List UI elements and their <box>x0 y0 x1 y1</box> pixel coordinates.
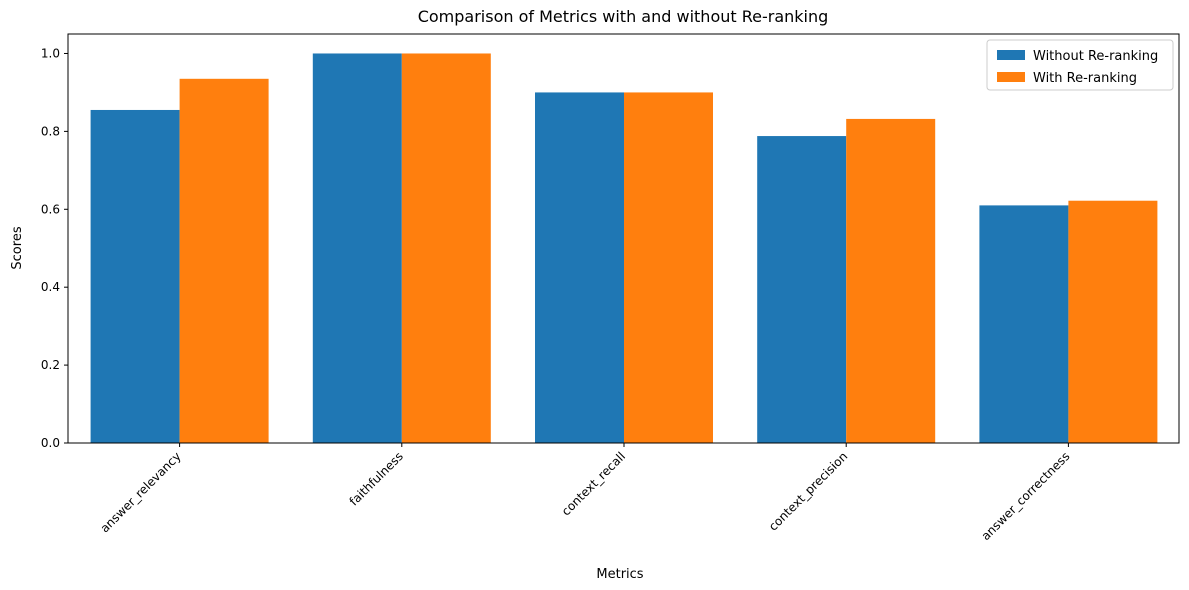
legend: Without Re-ranking With Re-ranking <box>986 39 1174 91</box>
x-tick-label-faithfulness: faithfulness <box>347 449 406 508</box>
bar-without-answer_relevancy <box>90 109 180 444</box>
bar-without-answer_correctness <box>979 205 1069 443</box>
plot-area: 0.0 0.2 0.4 0.6 0.8 1.0 answer_relevancy faithf… <box>41 33 1180 543</box>
y-tick-label: 0.0 <box>41 436 60 450</box>
y-tick-label: 0.2 <box>41 358 60 372</box>
x-tick-label-context_precision: context_precision <box>766 449 850 533</box>
legend-swatch-without <box>997 50 1025 60</box>
legend-label-without: Without Re-ranking <box>1033 49 1158 64</box>
legend-swatch-with <box>997 72 1025 82</box>
x-tick-label-answer_correctness: answer_correctness <box>979 449 1073 543</box>
y-tick-label: 0.4 <box>41 280 60 294</box>
bar-without-faithfulness <box>312 53 402 443</box>
legend-box <box>986 39 1174 91</box>
legend-label-with: With Re-ranking <box>1033 71 1137 86</box>
bar-with-answer_relevancy <box>179 78 269 444</box>
bar-with-context_precision <box>846 118 936 444</box>
bar-without-context_precision <box>757 136 847 443</box>
x-axis-label: Metrics <box>596 567 643 582</box>
y-tick-label: 1.0 <box>41 46 60 60</box>
y-axis-label: Scores <box>10 226 25 269</box>
x-tick-label-context_recall: context_recall <box>559 449 628 518</box>
y-tick-label: 0.6 <box>41 202 60 216</box>
y-tick-label: 0.8 <box>41 124 60 138</box>
bar-without-context_recall <box>535 92 624 444</box>
bar-with-answer_correctness <box>1068 200 1158 443</box>
bar-with-context_recall <box>624 92 713 444</box>
x-tick-label-answer_relevancy: answer_relevancy <box>98 449 184 535</box>
chart-title: Comparison of Metrics with and without R… <box>418 7 829 26</box>
bar-with-faithfulness <box>401 53 491 443</box>
